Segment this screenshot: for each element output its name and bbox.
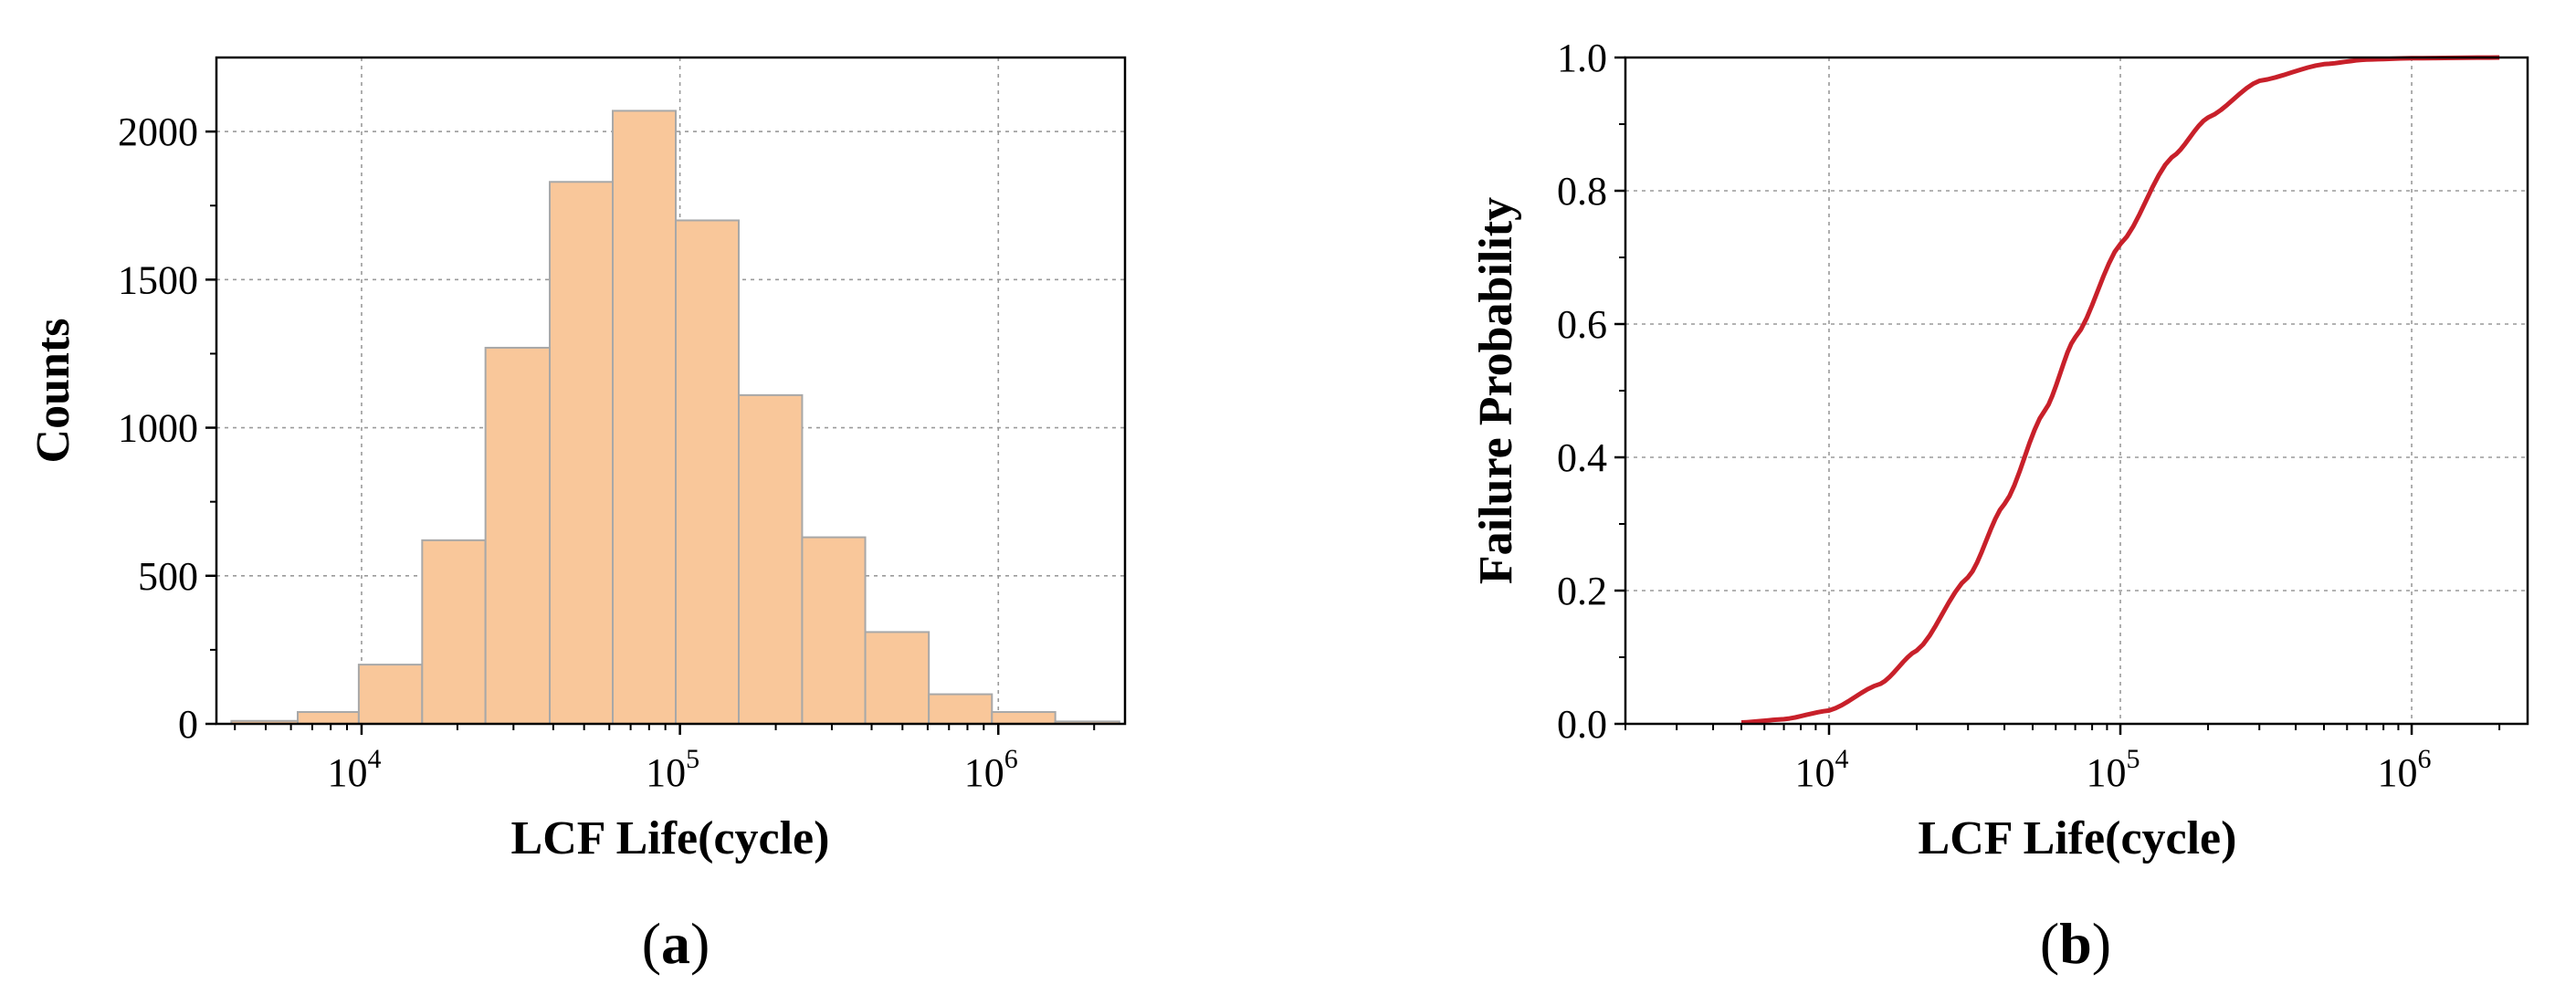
histogram-bar [738,393,804,725]
x-tick-label: 104 [327,744,381,795]
x-tick-label: 105 [2087,744,2140,795]
histogram-bar [864,631,931,726]
y-tick-label: 0.6 [1557,302,1607,347]
x-tick-label: 106 [964,744,1018,795]
plot-frame [215,56,1127,726]
histogram-y-axis-label: Counts [27,319,79,464]
panel-label-a: (a) [642,911,710,976]
y-tick-label: 0.2 [1557,569,1607,613]
panel-label-a-letter: a [661,911,690,976]
cdf-ticks: 0.0 0.2 0.4 0.6 0.8 1.0 104 105 106 [1557,36,2501,795]
histogram-bar [297,711,360,725]
cdf-grid [1625,57,2528,724]
histogram-frame [215,56,1127,726]
failure-probability-line [1740,55,2500,725]
histogram-x-axis-label: LCF Life(cycle) [511,812,830,864]
y-tick-label: 0.4 [1557,435,1607,480]
panel-label-a-open: ( [642,911,661,976]
histogram-bar [928,693,994,725]
y-tick-label: 500 [138,554,198,599]
failure-probability-chart: 0.0 0.2 0.4 0.6 0.8 1.0 104 105 106 LCF Life(cyc… [1470,36,2529,976]
histogram-bar [357,664,424,725]
histogram-chart: 0 500 1000 1500 2000 104 105 106 LCF Life(cycle… [27,56,1127,976]
y-tick-label: 1500 [118,257,198,302]
histogram-bar [674,219,741,725]
panel-label-a-close: ) [690,911,710,976]
histogram-bar [549,181,615,725]
histogram-bar [612,110,677,725]
histogram-bar [801,536,867,725]
x-tick-label: 104 [1794,744,1848,795]
panel-label-b-close: ) [2092,911,2111,976]
plot-frame [1624,56,2529,726]
y-tick-label: 0 [178,702,198,747]
y-tick-label: 2000 [118,110,198,154]
y-tick-label: 1000 [118,406,198,451]
cdf-frame [1624,56,2529,726]
x-tick-label: 105 [646,744,699,795]
y-tick-label: 1.0 [1557,36,1607,80]
panel-label-b-open: ( [2040,911,2059,976]
cdf-series [1740,55,2500,725]
histogram-ticks: 0 500 1000 1500 2000 104 105 106 [118,110,1096,795]
histogram-bar [484,346,552,725]
histogram-bar [991,711,1057,725]
cdf-y-axis-label: Failure Probability [1470,197,1522,584]
x-tick-label: 106 [2378,744,2432,795]
panel-label-b-letter: b [2059,911,2092,976]
y-tick-label: 0.0 [1557,702,1607,747]
histogram-bars [230,110,1120,726]
histogram-bar [421,539,487,725]
panel-label-b: (b) [2040,911,2111,976]
cdf-x-axis-label: LCF Life(cycle) [1919,812,2237,864]
y-tick-label: 0.8 [1557,169,1607,214]
